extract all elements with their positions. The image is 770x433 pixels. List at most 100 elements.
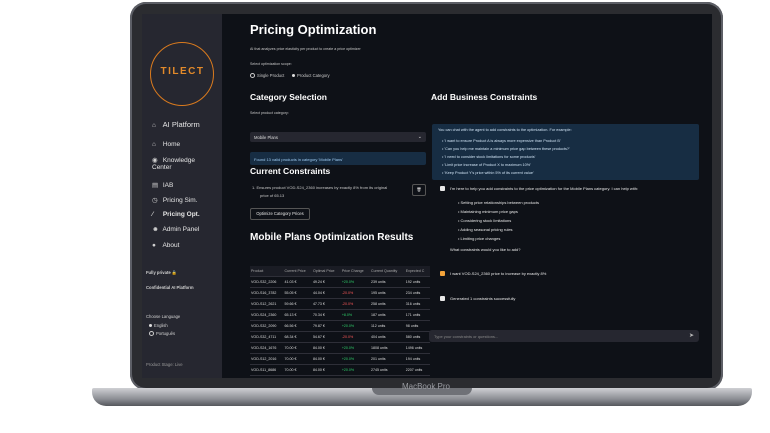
- sidebar-item-pricing-opt[interactable]: ⁄ Pricing Opt.: [152, 211, 200, 218]
- sidebar-item-knowledge-center[interactable]: ◉ Knowledge Center: [152, 157, 195, 171]
- col-expected: Expected C: [404, 266, 430, 277]
- scope-option-single[interactable]: Single Product: [250, 73, 284, 79]
- results-table: Product Current Price Optimal Price Pric…: [250, 266, 430, 378]
- table-cell: 2295 units: [404, 375, 430, 378]
- page-title: Pricing Optimization: [250, 22, 377, 37]
- fully-private-label: Fully private 🔒: [146, 270, 178, 275]
- table-cell: +20.0%: [340, 353, 370, 365]
- table-cell: 192 units: [404, 276, 430, 288]
- info-icon: ●: [152, 242, 156, 249]
- chat-input[interactable]: Type your constraints or questions... ➤: [429, 330, 699, 342]
- table-row: VOD-S12_2621 59.66 €47.73 € -20.0% 258 unit…: [250, 298, 430, 310]
- example-5: • 'Keep Product Y's price within 5% of i…: [442, 171, 534, 175]
- table-row: VOD-S32_2090 66.56 €79.87 € +20.0% 112 unit…: [250, 320, 430, 332]
- language-option-english[interactable]: English: [149, 323, 168, 328]
- constraint-item-1-cont: price of 65.13: [260, 193, 285, 198]
- sidebar-item-admin-panel[interactable]: ☻ Admin Panel: [152, 226, 200, 233]
- table-cell: 258 units: [369, 298, 405, 310]
- sidebar-item-home[interactable]: ⌂ Home: [152, 141, 181, 148]
- table-cell: 66.56 €: [283, 320, 312, 332]
- main-content: Pricing Optimization AI that analyzes pr…: [222, 14, 712, 378]
- constraints-info-box: You can chat with the agent to add const…: [432, 124, 699, 180]
- table-cell: VOD-S24_1676: [250, 342, 284, 354]
- language-option-portuguese[interactable]: Português: [149, 331, 175, 337]
- example-1: • 'I want to ensure Product A is always …: [442, 139, 561, 143]
- table-cell: 201 units: [369, 353, 405, 365]
- help-item-1: • Setting price relationships between pr…: [458, 200, 540, 205]
- logo: TILECT: [160, 66, 205, 77]
- table-cell: 65.13 €: [283, 309, 312, 321]
- table-cell: 171 units: [404, 309, 430, 321]
- example-3: • 'I need to consider stock limitations …: [442, 155, 536, 159]
- table-cell: 47.73 €: [311, 298, 341, 310]
- table-cell: -20.0%: [340, 287, 370, 299]
- page-subtitle: AI that analyzes price elasticity per pr…: [250, 47, 361, 51]
- table-cell: 54.67 €: [311, 331, 341, 343]
- home-icon: ⌂: [152, 141, 156, 148]
- table-row: VOD-S32_4711 68.34 €54.67 € -20.0% 404 unit…: [250, 331, 430, 343]
- found-info-alert: Found 13 valid products in category 'Mob…: [250, 152, 426, 165]
- table-cell: 84.00 €: [311, 364, 341, 376]
- send-icon[interactable]: ➤: [688, 333, 694, 339]
- table-row: VOD-S12_282270.00 €84.00 €+20.0%2908 uni…: [250, 375, 430, 378]
- logo-ring: [150, 42, 214, 106]
- table-cell: -20.0%: [340, 331, 370, 343]
- col-price-change: Price Change: [340, 266, 370, 277]
- table-cell: 70.00 €: [283, 375, 312, 378]
- table-cell: VOD-S24_2360: [250, 309, 284, 321]
- table-cell: 2745 units: [369, 364, 405, 376]
- current-constraints-heading: Current Constraints: [250, 166, 331, 176]
- table-cell: VOD-S32_2090: [250, 320, 284, 332]
- scope-option-category[interactable]: Product Category: [292, 73, 330, 78]
- wand-icon: ⁄: [152, 211, 154, 218]
- table-cell: -20.0%: [340, 298, 370, 310]
- table-row: VOD-S12_2016 70.00 €84.00 € +20.0% 201 unit…: [250, 353, 430, 365]
- table-cell: 59.66 €: [283, 298, 312, 310]
- col-optimal-price: Optimal Price: [311, 266, 341, 277]
- help-item-5: • Limiting price changes: [458, 236, 501, 241]
- knowledge-icon: ◉: [152, 157, 158, 164]
- category-label: Select product category:: [250, 111, 289, 115]
- table-cell: +20.0%: [340, 342, 370, 354]
- category-select[interactable]: Mobile Plans ⌄: [250, 132, 426, 142]
- table-cell: 1808 units: [369, 342, 405, 354]
- table-cell: 84.00 €: [311, 353, 341, 365]
- table-cell: 79.87 €: [311, 320, 341, 332]
- table-row: VOD-S11_8686 70.00 €84.00 € +20.0% 2745 uni…: [250, 364, 430, 376]
- table-cell: 49.24 €: [311, 276, 341, 288]
- trash-icon: 🗑: [416, 187, 422, 192]
- device-label: MacBook Pro: [401, 382, 451, 391]
- radio-selected-icon: [149, 324, 152, 328]
- help-item-2: • Maintaining minimum price gaps: [458, 209, 518, 214]
- assistant-avatar-icon: [440, 296, 445, 302]
- optimize-category-button[interactable]: Optimize Category Prices: [250, 208, 310, 220]
- table-cell: VOD-S12_2016: [250, 353, 284, 365]
- house-icon: ⌂: [152, 122, 156, 129]
- table-cell: 70.00 €: [283, 364, 312, 376]
- table-row: VOD-S32_2206 41.03 €49.24 € +20.0% 239 unit…: [250, 276, 430, 288]
- table-cell: 112 units: [369, 320, 405, 332]
- language-label: Choose Language: [146, 314, 181, 319]
- radio-empty-icon: [149, 331, 154, 337]
- table-header-row: Product Current Price Optimal Price Pric…: [250, 266, 430, 277]
- table-row: VOD-S16_3782 55.05 €44.04 € -20.0% 195 unit…: [250, 287, 430, 299]
- sidebar-item-iab[interactable]: ▤ IAB: [152, 182, 174, 189]
- delete-constraint-button[interactable]: 🗑: [412, 184, 426, 196]
- scope-label: Select optimization scope:: [250, 62, 292, 66]
- chart-icon: ▤: [152, 182, 159, 189]
- assistant-reply: Generated 1 constraints successfully: [440, 296, 515, 302]
- table-cell: 239 units: [369, 276, 405, 288]
- pricing-icon: ◷: [152, 197, 158, 204]
- table-cell: 195 units: [369, 287, 405, 299]
- table-cell: +20.0%: [340, 364, 370, 376]
- sidebar-item-about[interactable]: ● About: [152, 242, 180, 249]
- laptop-base: [92, 388, 752, 406]
- sidebar-item-pricing-sim[interactable]: ◷ Pricing Sim.: [152, 197, 198, 204]
- table-row: VOD-S24_1676 70.00 €84.00 € +20.0% 1808 uni…: [250, 342, 430, 354]
- table-cell: 84.00 €: [311, 342, 341, 354]
- sidebar-item-ai-platform[interactable]: ⌂ AI Platform: [152, 120, 200, 129]
- assistant-avatar-icon: [440, 186, 445, 192]
- table-cell: 194 units: [404, 353, 430, 365]
- radio-selected-icon: [292, 74, 295, 78]
- results-heading: Mobile Plans Optimization Results: [250, 232, 414, 243]
